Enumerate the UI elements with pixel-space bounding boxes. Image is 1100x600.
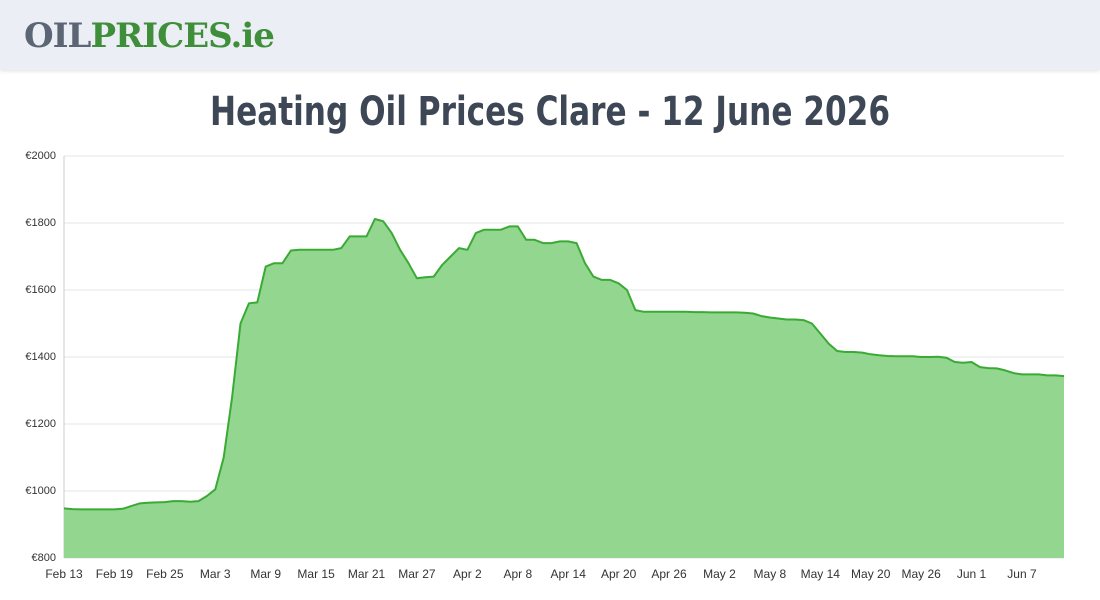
y-tick-label: €2000 bbox=[25, 150, 56, 162]
x-tick-label: Apr 2 bbox=[453, 567, 482, 581]
x-tick-label: Mar 9 bbox=[250, 567, 281, 581]
x-tick-label: Jun 1 bbox=[957, 567, 987, 581]
x-tick-label: Apr 20 bbox=[601, 567, 637, 581]
y-tick-label: €1000 bbox=[25, 485, 56, 497]
logo-part: PRICES.ie bbox=[90, 16, 274, 56]
x-tick-label: Apr 14 bbox=[551, 567, 587, 581]
x-tick-label: May 14 bbox=[801, 567, 841, 581]
x-tick-label: May 2 bbox=[703, 567, 736, 581]
y-tick-label: €1800 bbox=[25, 217, 56, 229]
logo[interactable]: OILPRICES.ie bbox=[24, 16, 275, 56]
x-tick-label: Mar 3 bbox=[200, 567, 231, 581]
line bbox=[63, 218, 1065, 511]
x-tick-label: Apr 26 bbox=[651, 567, 687, 581]
y-tick-label: €1200 bbox=[25, 418, 56, 430]
x-tick-label: Jun 7 bbox=[1007, 567, 1037, 581]
y-tick-label: €1400 bbox=[25, 351, 56, 363]
x-tick-label: Feb 25 bbox=[146, 567, 184, 581]
x-tick-label: Mar 21 bbox=[348, 567, 386, 581]
header: OILPRICES.ie bbox=[0, 0, 1100, 70]
y-tick-label: €800 bbox=[32, 552, 56, 564]
x-tick-label: May 26 bbox=[901, 567, 941, 581]
x-tick-label: Mar 15 bbox=[297, 567, 335, 581]
x-tick-label: Apr 8 bbox=[503, 567, 532, 581]
x-tick-label: May 20 bbox=[851, 567, 891, 581]
x-tick-label: Feb 19 bbox=[96, 567, 134, 581]
x-tick-label: Feb 13 bbox=[45, 567, 83, 581]
y-tick-label: €1600 bbox=[25, 284, 56, 296]
x-tick-label: Mar 27 bbox=[398, 567, 436, 581]
chart-title: Heating Oil Prices Clare - 12 June 2026 bbox=[210, 89, 890, 135]
area bbox=[64, 219, 1064, 558]
x-tick-label: May 8 bbox=[754, 567, 787, 581]
logo-part: OIL bbox=[24, 16, 91, 56]
